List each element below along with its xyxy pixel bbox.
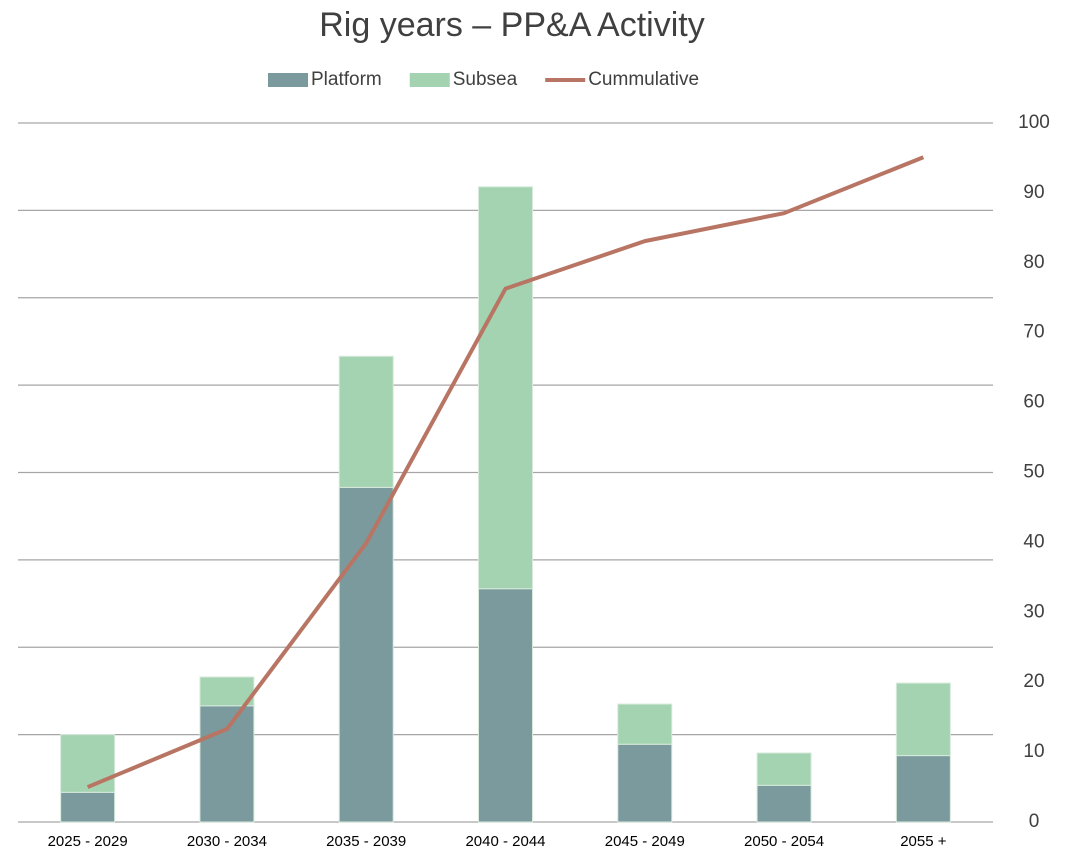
- y2-tick-label: 30: [1023, 601, 1044, 622]
- x-tick-label: 2030 - 2034: [187, 833, 267, 850]
- bar-segment: [756, 752, 812, 786]
- legend-swatch: [268, 73, 308, 87]
- x-tick-label: 2045 - 2049: [605, 833, 685, 850]
- bar-segment: [478, 186, 533, 590]
- bar-segment: [60, 791, 116, 823]
- y2-tick-label: 10: [1023, 741, 1044, 762]
- y2-tick-label: 50: [1023, 462, 1044, 483]
- legend-label: Platform: [311, 69, 382, 90]
- y2-tick-label: 70: [1023, 322, 1044, 343]
- y2-tick-label: 100: [1018, 112, 1050, 133]
- x-tick-label: 2025 - 2029: [48, 833, 128, 850]
- y2-tick-label: 40: [1023, 531, 1044, 552]
- bar-segment: [338, 355, 394, 488]
- y2-tick-label: 60: [1023, 392, 1044, 413]
- legend-swatch: [409, 73, 450, 87]
- bar-segment: [60, 734, 116, 793]
- y2-tick-label: 80: [1023, 252, 1044, 273]
- bar-segment: [617, 703, 673, 745]
- y2-tick-label: 20: [1023, 671, 1044, 692]
- legend-label: Cummulative: [588, 69, 699, 90]
- bar-segment: [478, 588, 533, 823]
- cumulative-line: [86, 155, 925, 789]
- chart-title: Rig years – PP&A Activity: [319, 6, 705, 44]
- bar-segment: [895, 682, 951, 757]
- x-tick-label: 2035 - 2039: [326, 833, 406, 850]
- x-tick-label: 2040 - 2044: [465, 833, 545, 850]
- bar-segment: [756, 784, 812, 823]
- y2-tick-label: 0: [1029, 811, 1040, 832]
- x-tick-label: 2050 - 2054: [744, 833, 824, 850]
- bar-segment: [338, 486, 394, 823]
- bar-segment: [617, 743, 673, 823]
- bar-segment: [199, 705, 255, 823]
- legend-label: Subsea: [453, 69, 518, 90]
- x-tick-label: 2055 +: [900, 833, 947, 850]
- y2-tick-label: 90: [1023, 182, 1044, 203]
- bar-segment: [895, 755, 951, 823]
